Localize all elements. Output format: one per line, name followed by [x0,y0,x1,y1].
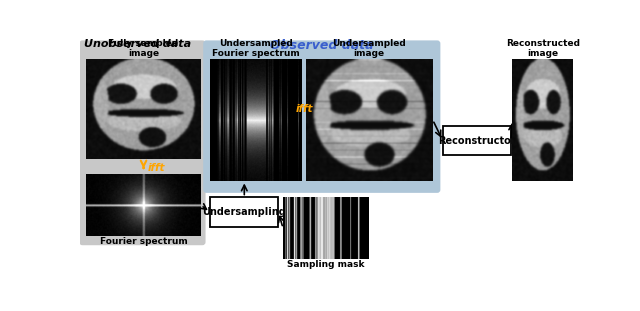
FancyBboxPatch shape [210,197,278,227]
Text: Reconstructed
image: Reconstructed image [506,39,580,58]
Text: Undersampled
Fourier spectrum: Undersampled Fourier spectrum [212,39,300,58]
Text: Fully sampled
image: Fully sampled image [108,39,179,58]
FancyBboxPatch shape [79,40,205,245]
FancyBboxPatch shape [443,126,511,155]
FancyBboxPatch shape [204,40,440,193]
Text: Undersampled
image: Undersampled image [332,39,406,58]
Text: Undersampling: Undersampling [202,207,286,217]
Text: Unobserved data: Unobserved data [84,39,191,49]
Text: ifft: ifft [295,104,313,114]
Text: Observed data: Observed data [270,39,374,52]
Text: Fourier spectrum: Fourier spectrum [100,237,188,246]
Text: Reconstructor: Reconstructor [438,136,516,146]
Text: ifft: ifft [147,163,165,173]
Text: Sampling mask: Sampling mask [287,260,364,269]
